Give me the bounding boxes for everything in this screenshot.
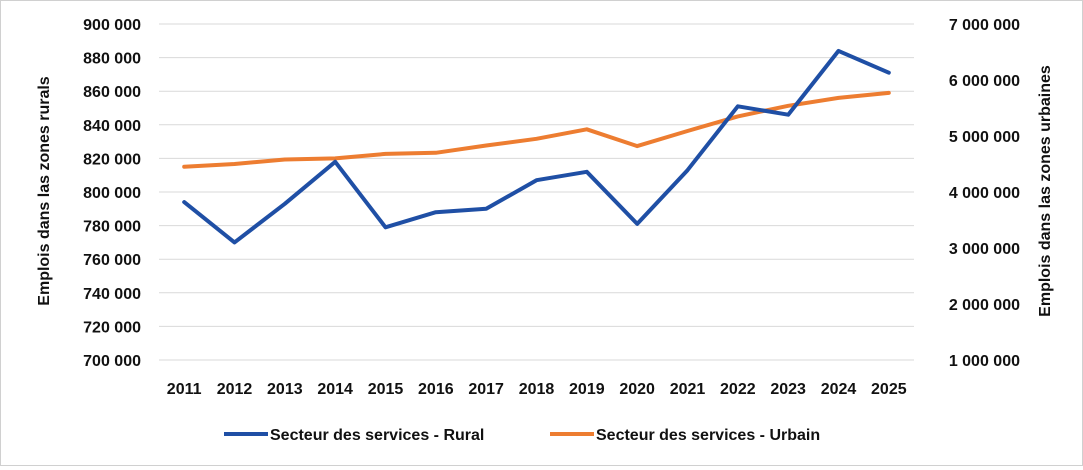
data-point xyxy=(435,152,437,154)
data-point xyxy=(334,161,336,163)
right-tick-label: 7 000 000 xyxy=(949,17,1020,34)
right-tick-label: 4 000 000 xyxy=(949,185,1020,202)
x-tick-label: 2023 xyxy=(770,381,806,398)
left-tick-label: 820 000 xyxy=(83,151,141,168)
data-point xyxy=(435,211,437,213)
left-tick-label: 700 000 xyxy=(83,353,141,370)
data-point xyxy=(787,105,789,107)
data-point xyxy=(838,50,839,52)
data-point xyxy=(737,105,739,107)
data-point xyxy=(385,226,386,228)
data-point xyxy=(787,114,789,116)
data-point xyxy=(888,72,890,74)
data-point xyxy=(838,97,839,99)
x-axis-ticks: 2011 2012 2013 2014 2015 2016 2017 2018 2019 2020… xyxy=(167,381,907,398)
left-tick-label: 720 000 xyxy=(83,319,141,336)
data-point xyxy=(284,203,286,205)
data-point xyxy=(536,138,537,140)
data-point xyxy=(334,157,336,159)
left-tick-label: 900 000 xyxy=(83,17,141,34)
x-tick-label: 2013 xyxy=(267,381,303,398)
data-point xyxy=(586,128,588,130)
left-tick-label: 740 000 xyxy=(83,286,141,303)
left-axis-ticks: 700 000 720 000 740 000 760 000 780 000 800 0… xyxy=(83,17,141,370)
x-tick-label: 2024 xyxy=(821,381,857,398)
data-point xyxy=(284,159,286,161)
data-point xyxy=(536,179,537,181)
x-tick-label: 2014 xyxy=(317,381,353,398)
left-tick-label: 840 000 xyxy=(83,118,141,135)
left-tick-label: 760 000 xyxy=(83,252,141,269)
series-lines xyxy=(182,48,891,245)
data-point xyxy=(687,169,688,171)
data-point xyxy=(687,130,688,132)
series-line-1 xyxy=(182,90,891,169)
right-tick-label: 5 000 000 xyxy=(949,129,1020,146)
data-point xyxy=(485,145,487,147)
x-tick-label: 2017 xyxy=(468,381,504,398)
x-tick-label: 2011 xyxy=(167,381,202,398)
data-point xyxy=(183,201,185,203)
x-tick-label: 2016 xyxy=(418,381,454,398)
legend-label-0: Secteur des services - Rural xyxy=(270,427,484,444)
left-axis-title: Emplois dans las zones rurals xyxy=(36,76,53,306)
series-line-0 xyxy=(182,48,891,245)
right-tick-label: 2 000 000 xyxy=(949,297,1020,314)
x-tick-label: 2022 xyxy=(720,381,756,398)
x-tick-label: 2018 xyxy=(519,381,555,398)
left-tick-label: 800 000 xyxy=(83,185,141,202)
data-point xyxy=(636,145,638,147)
x-tick-label: 2019 xyxy=(569,381,605,398)
legend-label-1: Secteur des services - Urbain xyxy=(596,427,820,444)
right-tick-label: 1 000 000 xyxy=(949,353,1020,370)
right-tick-label: 3 000 000 xyxy=(949,241,1020,258)
data-point xyxy=(234,163,235,165)
x-tick-label: 2012 xyxy=(217,381,253,398)
data-point xyxy=(586,171,588,173)
right-tick-label: 6 000 000 xyxy=(949,73,1020,90)
x-tick-label: 2015 xyxy=(368,381,404,398)
left-tick-label: 880 000 xyxy=(83,51,141,68)
data-point xyxy=(636,223,638,225)
gridlines xyxy=(159,23,914,361)
data-point xyxy=(888,92,890,94)
x-tick-label: 2021 xyxy=(670,381,706,398)
data-point xyxy=(234,241,235,243)
data-point xyxy=(485,208,487,210)
right-axis-title: Emplois dans las zones urbaines xyxy=(1037,65,1054,317)
data-point xyxy=(183,166,185,168)
left-tick-label: 860 000 xyxy=(83,84,141,101)
data-point xyxy=(737,115,739,117)
data-point xyxy=(385,153,386,155)
legend: Secteur des services - Rural Secteur des … xyxy=(224,427,820,444)
left-tick-label: 780 000 xyxy=(83,219,141,236)
x-tick-label: 2020 xyxy=(619,381,655,398)
right-axis-ticks: 1 000 000 2 000 000 3 000 000 4 000 000 5 00… xyxy=(949,17,1020,370)
x-tick-label: 2025 xyxy=(871,381,907,398)
